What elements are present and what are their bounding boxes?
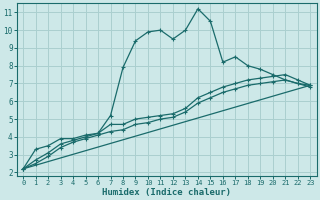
X-axis label: Humidex (Indice chaleur): Humidex (Indice chaleur) [102, 188, 231, 197]
